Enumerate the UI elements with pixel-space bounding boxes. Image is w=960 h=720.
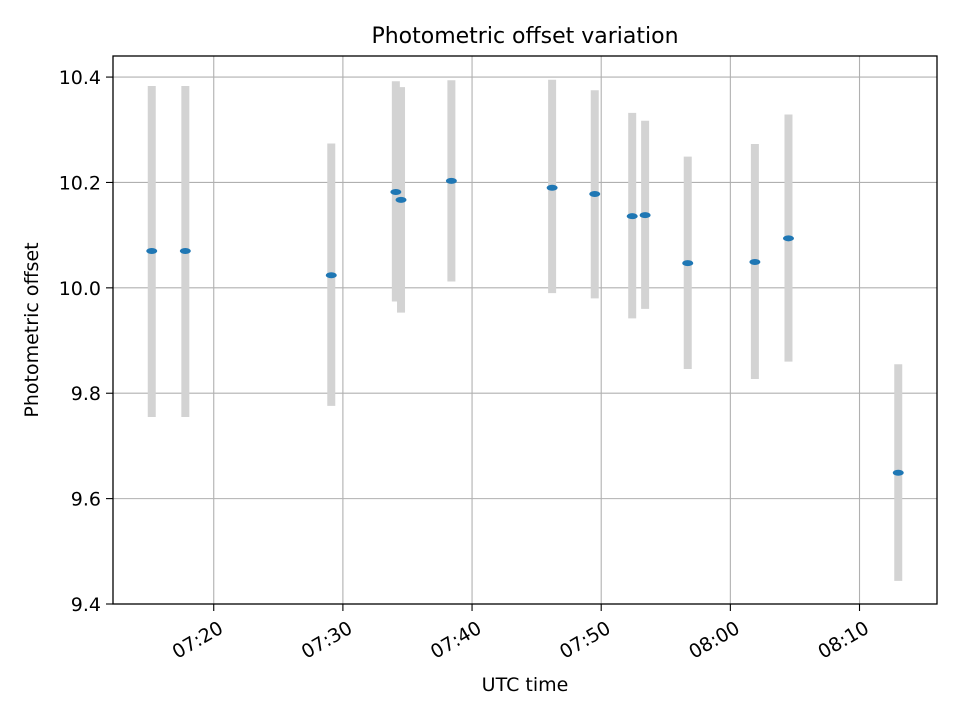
y-tick-label-1: 9.6 (71, 489, 101, 511)
y-tick-label-2: 9.8 (71, 383, 101, 405)
y-tick-label-3: 10.0 (59, 278, 101, 300)
data-point-13 (892, 469, 904, 476)
chart-title: Photometric offset variation (371, 24, 678, 49)
data-point-12 (782, 235, 794, 242)
plot-area-frame (112, 55, 938, 605)
data-point-6 (546, 184, 558, 191)
y-tick-label-0: 9.4 (71, 594, 101, 616)
data-point-4 (395, 196, 407, 203)
data-point-10 (682, 260, 694, 267)
x-axis-label: UTC time (482, 674, 569, 696)
data-point-1 (179, 247, 191, 254)
y-axis-label: Photometric offset (21, 242, 43, 417)
y-tick-label-4: 10.2 (59, 172, 101, 194)
data-point-8 (626, 213, 638, 220)
data-point-3 (390, 188, 402, 195)
data-point-0 (146, 247, 158, 254)
data-point-7 (589, 191, 601, 198)
data-point-9 (639, 212, 651, 219)
data-point-11 (749, 259, 761, 266)
data-point-2 (325, 272, 337, 279)
data-points (146, 177, 904, 476)
data-point-5 (445, 177, 457, 184)
y-tick-label-5: 10.4 (59, 67, 101, 89)
